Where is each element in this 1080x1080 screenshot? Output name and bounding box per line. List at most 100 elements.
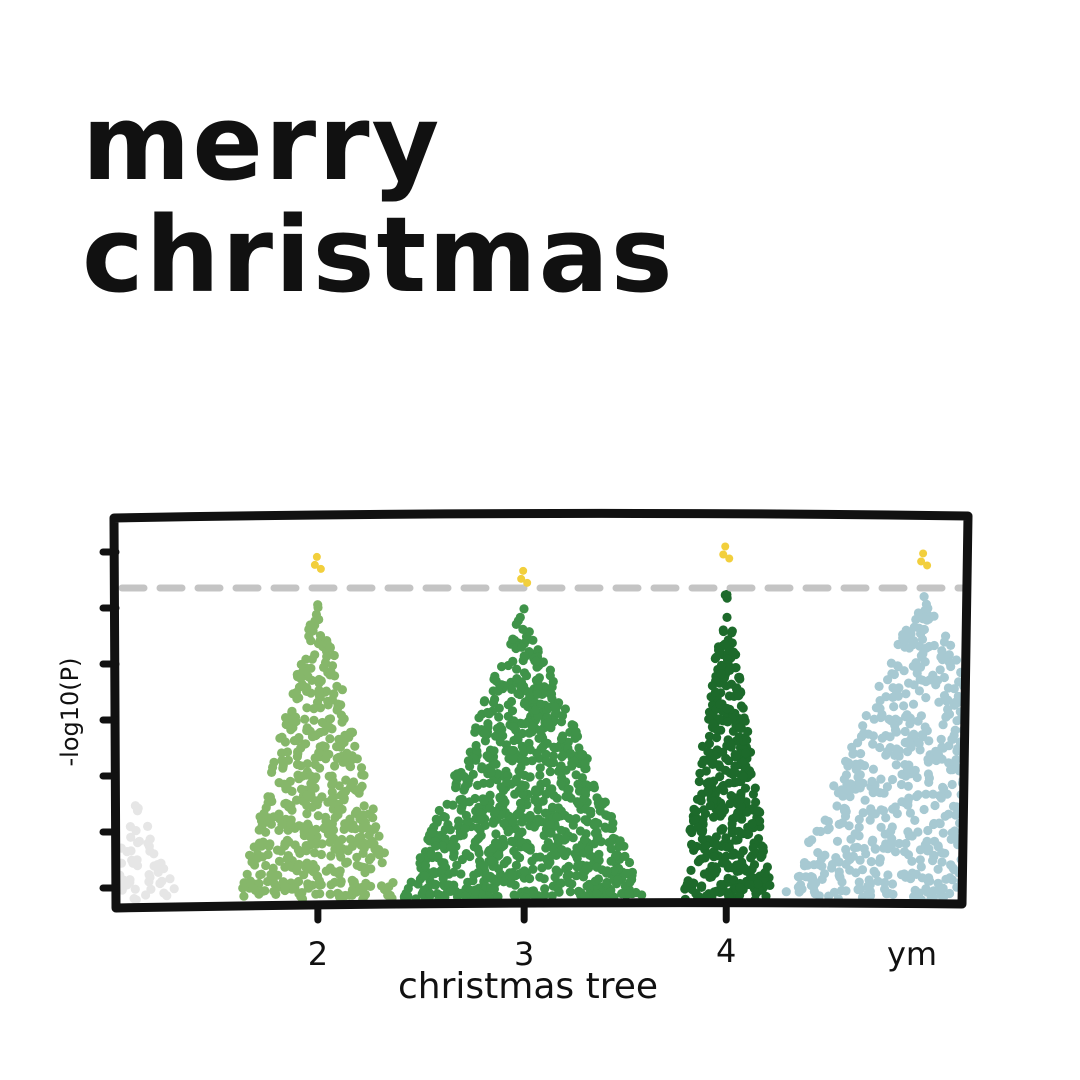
data-point: [310, 848, 319, 857]
data-point: [982, 890, 991, 899]
data-point: [930, 641, 939, 650]
data-point: [971, 873, 980, 882]
data-point: [854, 885, 863, 894]
data-point: [904, 850, 913, 859]
data-point: [490, 884, 499, 893]
data-point: [346, 835, 355, 844]
data-point: [813, 848, 822, 857]
data-point: [292, 736, 301, 745]
data-point: [934, 750, 943, 759]
data-point: [487, 767, 496, 776]
data-point: [352, 888, 361, 897]
data-point: [516, 769, 525, 778]
data-point: [709, 852, 718, 861]
data-point: [281, 882, 290, 891]
data-point: [933, 676, 942, 685]
data-point: [795, 872, 804, 881]
data-point: [535, 873, 544, 882]
data-point: [315, 675, 324, 684]
data-point: [512, 665, 521, 674]
data-point: [284, 756, 293, 765]
data-point: [502, 778, 511, 787]
data-point: [888, 822, 897, 831]
data-point: [440, 861, 449, 870]
data-point: [348, 876, 357, 885]
data-point: [987, 814, 996, 823]
data-point: [446, 843, 455, 852]
data-point: [745, 880, 754, 889]
data-point: [850, 843, 859, 852]
data-point: [711, 687, 720, 696]
data-point: [489, 819, 498, 828]
star-dot: [725, 555, 733, 563]
data-point: [477, 831, 486, 840]
data-point: [1005, 876, 1014, 885]
data-point: [751, 784, 760, 793]
peak-3: [400, 604, 647, 904]
data-point: [145, 842, 154, 851]
data-point: [985, 836, 994, 845]
data-point: [315, 889, 324, 898]
data-point: [918, 873, 927, 882]
data-point: [576, 826, 585, 835]
data-point: [473, 844, 482, 853]
data-point: [971, 789, 980, 798]
data-point: [573, 861, 582, 870]
data-point: [520, 699, 529, 708]
data-point: [451, 783, 460, 792]
data-point: [859, 808, 868, 817]
data-point: [514, 732, 523, 741]
data-point: [439, 874, 448, 883]
data-point: [546, 829, 555, 838]
data-point: [997, 775, 1006, 784]
data-point: [580, 835, 589, 844]
data-point: [807, 881, 816, 890]
data-point: [350, 742, 359, 751]
data-point: [499, 877, 508, 886]
data-point: [902, 626, 911, 635]
data-point: [984, 838, 993, 847]
data-point: [477, 762, 486, 771]
data-point: [317, 792, 326, 801]
data-point: [566, 887, 575, 896]
data-point: [539, 797, 548, 806]
data-point: [377, 881, 386, 890]
data-point: [493, 840, 502, 849]
data-point: [986, 885, 995, 894]
data-point: [984, 762, 993, 771]
data-point: [330, 867, 339, 876]
data-point: [1010, 824, 1019, 833]
data-point: [513, 689, 522, 698]
data-point: [892, 760, 901, 769]
data-point: [725, 863, 734, 872]
data-point: [795, 887, 804, 896]
data-point: [476, 815, 485, 824]
data-point: [1018, 834, 1027, 843]
data-point: [473, 781, 482, 790]
data-point: [508, 635, 517, 644]
data-point: [981, 822, 990, 831]
data-point: [346, 728, 355, 737]
star-markers: [311, 543, 931, 587]
data-point: [492, 676, 501, 685]
star-dot: [523, 579, 531, 587]
data-point: [746, 853, 755, 862]
data-point: [524, 814, 533, 823]
data-point: [693, 823, 702, 832]
data-point: [556, 763, 565, 772]
data-point: [990, 880, 999, 889]
data-point: [162, 891, 171, 900]
data-point: [326, 643, 335, 652]
data-point: [903, 747, 912, 756]
data-point: [525, 874, 534, 883]
data-point: [999, 789, 1008, 798]
data-point: [921, 722, 930, 731]
data-point: [517, 827, 526, 836]
data-point: [903, 798, 912, 807]
data-point: [988, 845, 997, 854]
data-point: [937, 848, 946, 857]
data-point: [879, 844, 888, 853]
data-point: [725, 666, 734, 675]
data-point: [1042, 850, 1051, 859]
